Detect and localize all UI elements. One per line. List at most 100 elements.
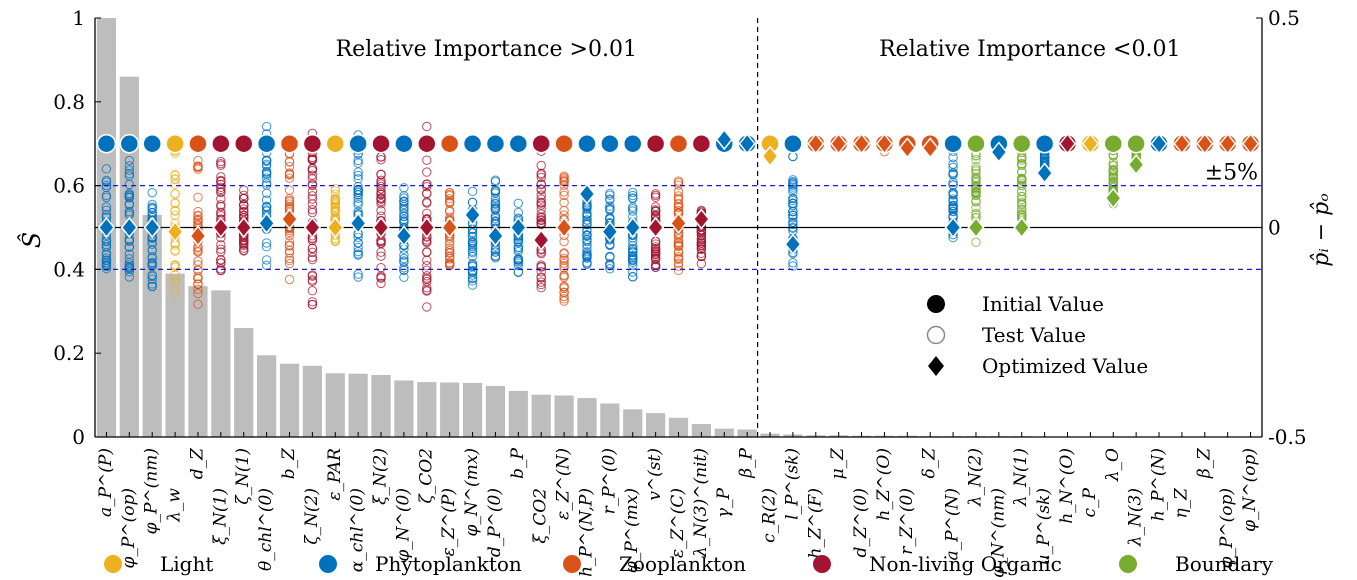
y-tick-label-right: -0.5 <box>1268 425 1307 449</box>
test-value-point <box>1017 160 1027 171</box>
test-value-point <box>307 243 318 253</box>
test-value-point <box>582 211 592 222</box>
test-value-point <box>284 199 295 209</box>
x-tick-label: l_P^(sk) <box>782 448 802 520</box>
test-value-point <box>536 212 546 222</box>
x-tick-label: h_P^(N) <box>1149 448 1169 521</box>
test-value-point <box>170 274 180 284</box>
importance-bar <box>554 395 574 437</box>
y-tick-label-left: 0 <box>72 425 85 449</box>
x-tick-label: δ_Z <box>920 447 940 479</box>
test-value-point <box>124 242 135 252</box>
x-tick-label: d_P^(0) <box>485 488 505 557</box>
test-value-point <box>422 274 432 285</box>
initial-value-point <box>348 133 368 154</box>
test-value-point <box>170 189 180 199</box>
optimized-value-point <box>898 137 916 159</box>
test-value-point <box>124 165 135 175</box>
initial-value-point <box>119 133 140 154</box>
initial-value-point <box>622 133 643 154</box>
x-tick-label: d_Z^(0) <box>851 488 871 558</box>
initial-value-point <box>165 133 185 154</box>
test-value-point <box>467 247 478 258</box>
test-value-point <box>261 155 272 165</box>
initial-value-point <box>394 133 414 154</box>
test-value-point <box>399 199 409 210</box>
test-value-point <box>696 244 707 254</box>
test-value-point <box>307 275 318 285</box>
test-value-point <box>101 248 112 258</box>
x-tick-label: b_Z <box>279 447 299 479</box>
test-value-point <box>399 253 409 264</box>
test-value-point <box>948 200 958 211</box>
test-value-point <box>628 202 638 212</box>
test-value-point <box>628 190 638 201</box>
initial-value-point <box>1103 133 1124 154</box>
test-value-point <box>216 182 226 193</box>
optimized-value-point <box>258 212 276 235</box>
test-value-point <box>582 219 592 230</box>
x-tick-label: β_Z <box>1194 447 1214 479</box>
optimized-value-point <box>738 132 756 155</box>
test-value-point <box>399 196 409 206</box>
test-value-point <box>261 238 272 248</box>
test-value-point <box>101 192 112 203</box>
test-value-point <box>788 198 798 208</box>
initial-value-point <box>1034 133 1055 154</box>
test-value-point <box>536 273 546 283</box>
optimized-value-point <box>120 216 138 239</box>
test-value-point <box>376 189 386 199</box>
test-value-point <box>948 169 958 179</box>
optimized-value-point <box>235 216 253 239</box>
optimized-value-point <box>692 208 710 230</box>
initial-value-point <box>783 133 803 154</box>
test-value-point <box>284 258 295 269</box>
test-value-point <box>376 278 386 289</box>
optimized-value-point <box>807 132 825 155</box>
test-value-point <box>261 242 272 252</box>
test-value-point <box>284 245 295 256</box>
test-value-point <box>582 257 592 268</box>
legend-group-dot <box>1119 555 1137 573</box>
x-tick-label: h_P^(N,P) <box>576 488 596 577</box>
optimized-value-point <box>1196 132 1214 155</box>
y-tick-label-left: 0.6 <box>53 174 85 198</box>
legend-optimized-symbol <box>928 356 944 376</box>
test-value-point <box>605 251 615 262</box>
test-value-point <box>124 155 135 166</box>
test-value-point <box>193 288 203 299</box>
test-value-point <box>467 273 478 284</box>
test-value-point <box>124 169 135 179</box>
initial-value-point <box>302 133 323 154</box>
test-value-point <box>696 258 707 269</box>
optimized-value-point <box>601 220 619 243</box>
test-value-point <box>971 178 981 188</box>
test-value-point <box>353 187 363 197</box>
test-value-point <box>193 265 203 276</box>
test-value-point <box>490 253 501 263</box>
optimized-value-point <box>372 216 390 239</box>
importance-bar <box>577 398 597 437</box>
x-tick-label: ε_Z^(C) <box>668 488 688 558</box>
initial-value-point <box>645 133 666 154</box>
initial-value-point <box>943 133 963 154</box>
optimized-value-point <box>784 233 802 255</box>
test-value-point <box>650 245 661 256</box>
test-value-point <box>353 170 363 181</box>
test-value-point <box>673 251 684 262</box>
test-value-point <box>284 255 295 266</box>
region-label-low: Relative Importance <0.01 <box>879 37 1180 62</box>
initial-value-point <box>485 133 506 154</box>
test-value-point <box>170 260 180 271</box>
test-value-point <box>307 299 318 310</box>
optimized-value-point <box>624 216 642 239</box>
optimized-value-point <box>463 204 482 226</box>
test-value-point <box>376 181 386 192</box>
optimized-value-point <box>1127 153 1145 176</box>
test-value-point <box>536 172 546 183</box>
test-value-point <box>147 187 157 198</box>
test-value-point <box>353 242 363 253</box>
test-value-point <box>147 279 157 289</box>
importance-bar <box>119 76 139 437</box>
y-axis-left-label: Ŝ <box>17 232 46 248</box>
